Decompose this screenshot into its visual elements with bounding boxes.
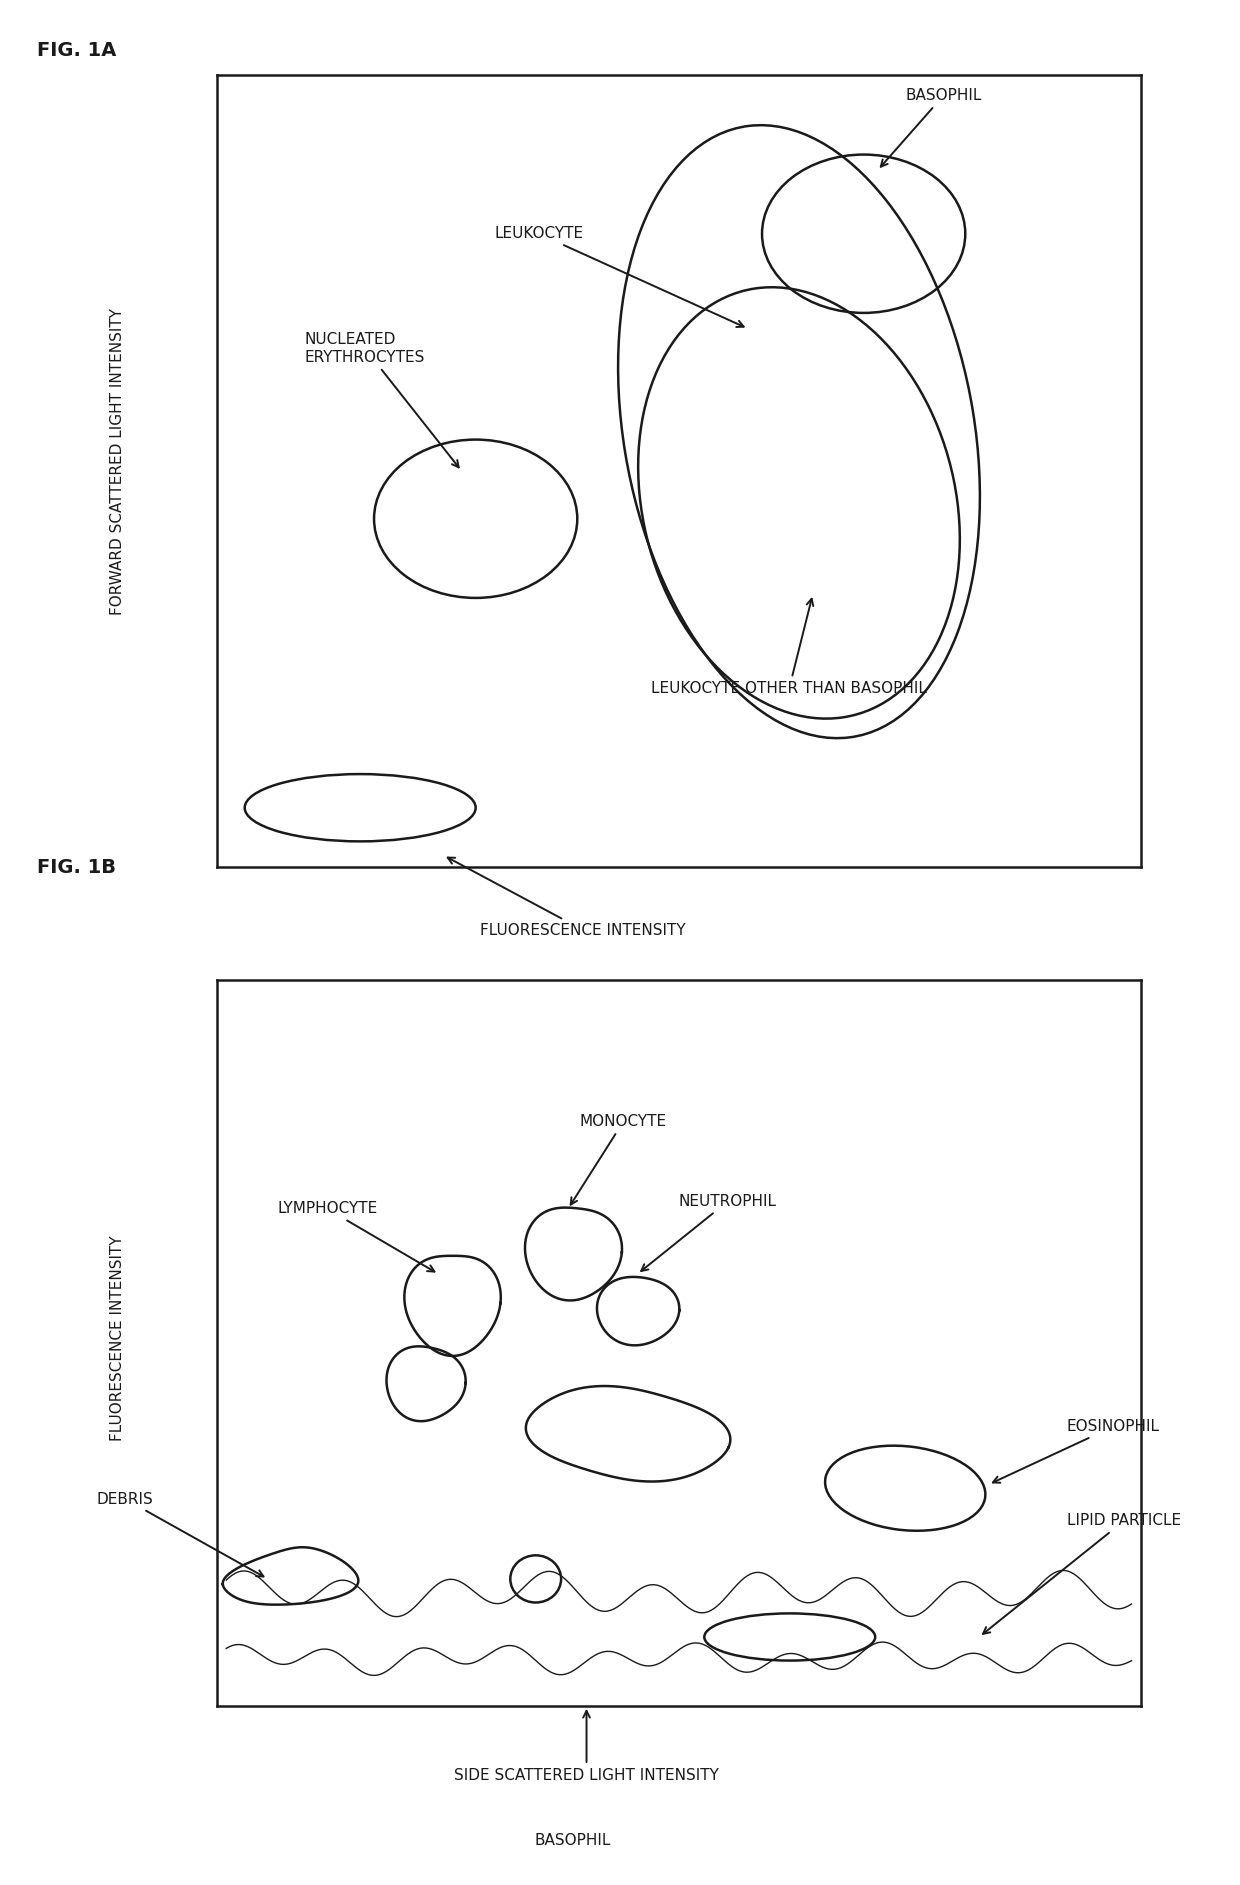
Text: FIG. 1B: FIG. 1B	[37, 858, 117, 877]
Text: FORWARD SCATTERED LIGHT INTENSITY: FORWARD SCATTERED LIGHT INTENSITY	[110, 309, 125, 615]
Text: LIPID PARTICLE: LIPID PARTICLE	[983, 1514, 1180, 1634]
Text: LEUKOCYTE OTHER THAN BASOPHIL: LEUKOCYTE OTHER THAN BASOPHIL	[651, 599, 928, 696]
Text: EOSINOPHIL: EOSINOPHIL	[993, 1419, 1159, 1483]
Text: LYMPHOCYTE: LYMPHOCYTE	[277, 1201, 434, 1272]
Text: FLUORESCENCE INTENSITY: FLUORESCENCE INTENSITY	[448, 858, 686, 937]
Text: LEUKOCYTE: LEUKOCYTE	[494, 226, 744, 326]
Text: FLUORESCENCE INTENSITY: FLUORESCENCE INTENSITY	[110, 1235, 125, 1442]
Text: BASOPHIL: BASOPHIL	[880, 89, 982, 166]
Text: ERYTHROCYTE GHOST: ERYTHROCYTE GHOST	[383, 990, 553, 1005]
Text: NUCLEATED
ERYTHROCYTES: NUCLEATED ERYTHROCYTES	[305, 332, 459, 467]
Text: BASOPHIL: BASOPHIL	[534, 1832, 611, 1847]
Text: FIG. 1A: FIG. 1A	[37, 41, 117, 60]
Text: NEUTROPHIL: NEUTROPHIL	[641, 1193, 777, 1270]
Text: MONOCYTE: MONOCYTE	[570, 1114, 667, 1205]
Text: DEBRIS: DEBRIS	[97, 1491, 263, 1576]
Text: SIDE SCATTERED LIGHT INTENSITY: SIDE SCATTERED LIGHT INTENSITY	[454, 1712, 719, 1783]
